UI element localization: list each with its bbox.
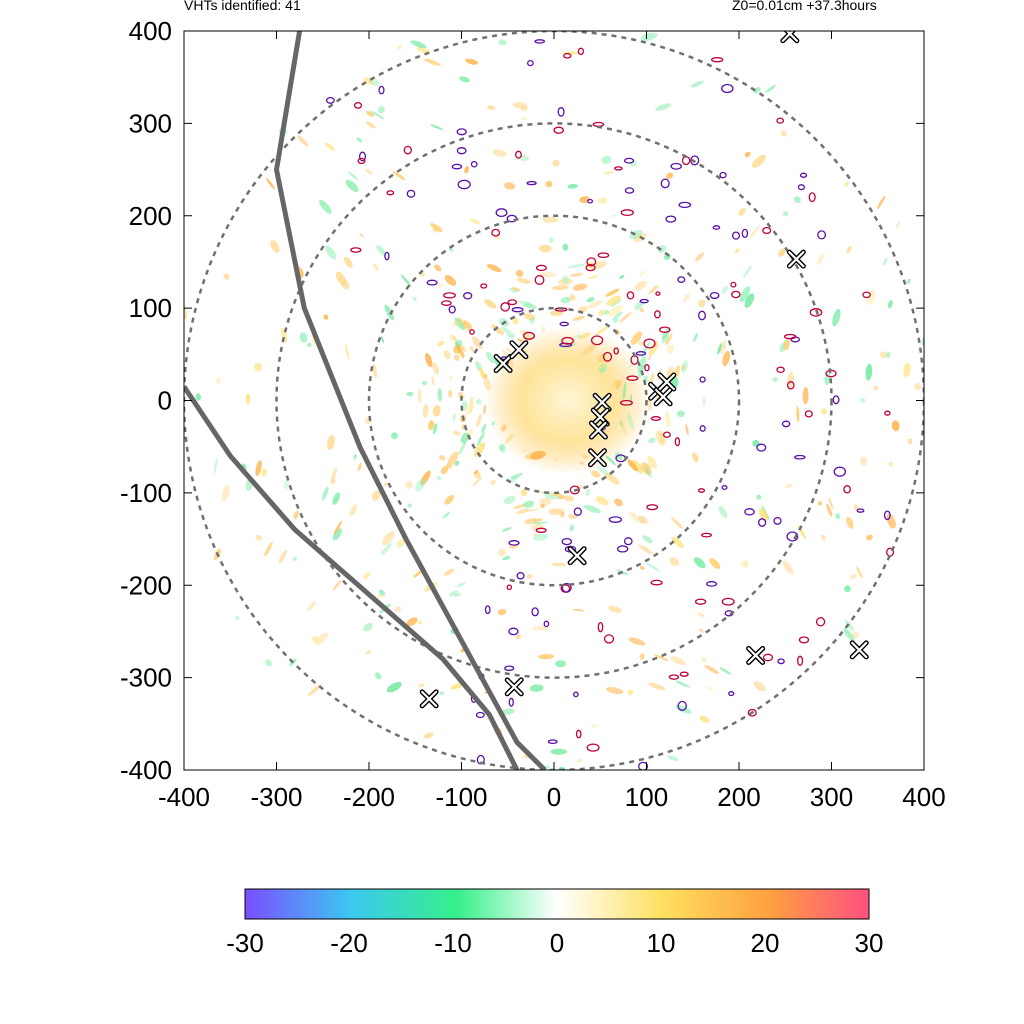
vht-marker	[657, 372, 677, 392]
run-info-label: Z0=0.01cm +37.3hours	[732, 0, 877, 13]
vht-marker	[746, 645, 766, 665]
vht-marker	[786, 249, 806, 269]
colorbar	[244, 888, 870, 920]
x-tick-label: -200	[343, 782, 395, 812]
vht-marker	[592, 392, 612, 412]
colorbar-tick-label: 30	[855, 928, 884, 958]
x-tick-label: 100	[625, 782, 668, 812]
vht-marker	[509, 340, 529, 360]
vht-marker	[849, 640, 869, 660]
y-tick-label: -300	[120, 663, 172, 693]
y-tick-label: -200	[120, 570, 172, 600]
y-tick-label: 100	[129, 293, 172, 323]
contour-loops	[325, 39, 895, 770]
vht-marker	[419, 689, 439, 709]
x-tick-label: -400	[158, 782, 210, 812]
x-tick-label: 400	[902, 782, 945, 812]
y-tick-label: -400	[120, 755, 172, 785]
y-tick-label: 400	[129, 16, 172, 46]
vht-marker	[493, 354, 513, 374]
range-ring-300	[275, 122, 833, 679]
range-ring-100	[460, 306, 648, 495]
colorbar-tick-label: -30	[226, 928, 264, 958]
x-tick-label: -300	[250, 782, 302, 812]
range-ring-200	[367, 214, 741, 587]
y-tick-label: 300	[129, 108, 172, 138]
vht-marker	[653, 387, 673, 407]
colorbar-tick-label: 20	[751, 928, 780, 958]
vht-count-label: VHTs identified: 41	[184, 0, 301, 13]
vht-marker	[587, 448, 607, 468]
y-tick-label: -100	[120, 478, 172, 508]
track-2	[184, 385, 520, 770]
y-tick-label: 0	[158, 386, 172, 416]
vht-marker	[567, 546, 587, 566]
x-tick-label: 200	[717, 782, 760, 812]
vht-marker	[588, 420, 608, 440]
vht-marker	[504, 677, 524, 697]
colorbar-tick-label: -10	[434, 928, 472, 958]
x-tick-label: -100	[435, 782, 487, 812]
colorbar-tick-label: -20	[330, 928, 368, 958]
vortex-core	[484, 326, 652, 475]
x-tick-label: 300	[810, 782, 853, 812]
x-tick-label: 0	[547, 782, 561, 812]
track-1	[274, 31, 547, 770]
colorbar-tick-label: 10	[647, 928, 676, 958]
y-tick-label: 200	[129, 201, 172, 231]
vht-marker	[780, 31, 800, 44]
colorbar-tick-label: 0	[550, 928, 564, 958]
